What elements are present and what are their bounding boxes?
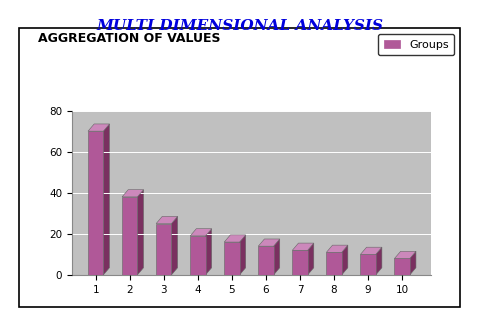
Legend: Groups: Groups	[378, 34, 454, 55]
Polygon shape	[122, 197, 137, 275]
Text: AGGREGATION OF VALUES: AGGREGATION OF VALUES	[38, 32, 221, 45]
Polygon shape	[224, 242, 240, 275]
Polygon shape	[137, 190, 144, 275]
Polygon shape	[326, 245, 348, 252]
Polygon shape	[395, 258, 410, 275]
Polygon shape	[360, 254, 376, 275]
Polygon shape	[88, 124, 110, 131]
Polygon shape	[258, 246, 274, 275]
Polygon shape	[122, 190, 144, 197]
Polygon shape	[190, 236, 205, 275]
Polygon shape	[326, 252, 342, 275]
Polygon shape	[205, 229, 212, 275]
Polygon shape	[88, 131, 103, 275]
Polygon shape	[258, 239, 280, 246]
Polygon shape	[292, 250, 308, 275]
Polygon shape	[410, 251, 416, 275]
Polygon shape	[395, 251, 416, 258]
Polygon shape	[224, 235, 246, 242]
Polygon shape	[342, 245, 348, 275]
Polygon shape	[190, 229, 212, 236]
Polygon shape	[103, 124, 110, 275]
Polygon shape	[156, 224, 171, 275]
Polygon shape	[156, 216, 178, 224]
Polygon shape	[240, 235, 246, 275]
Text: MULTI DIMENSIONAL ANALYSIS: MULTI DIMENSIONAL ANALYSIS	[96, 19, 383, 33]
Polygon shape	[292, 243, 314, 250]
Polygon shape	[171, 216, 178, 275]
Polygon shape	[308, 243, 314, 275]
Polygon shape	[376, 247, 382, 275]
Polygon shape	[360, 247, 382, 254]
Polygon shape	[274, 239, 280, 275]
